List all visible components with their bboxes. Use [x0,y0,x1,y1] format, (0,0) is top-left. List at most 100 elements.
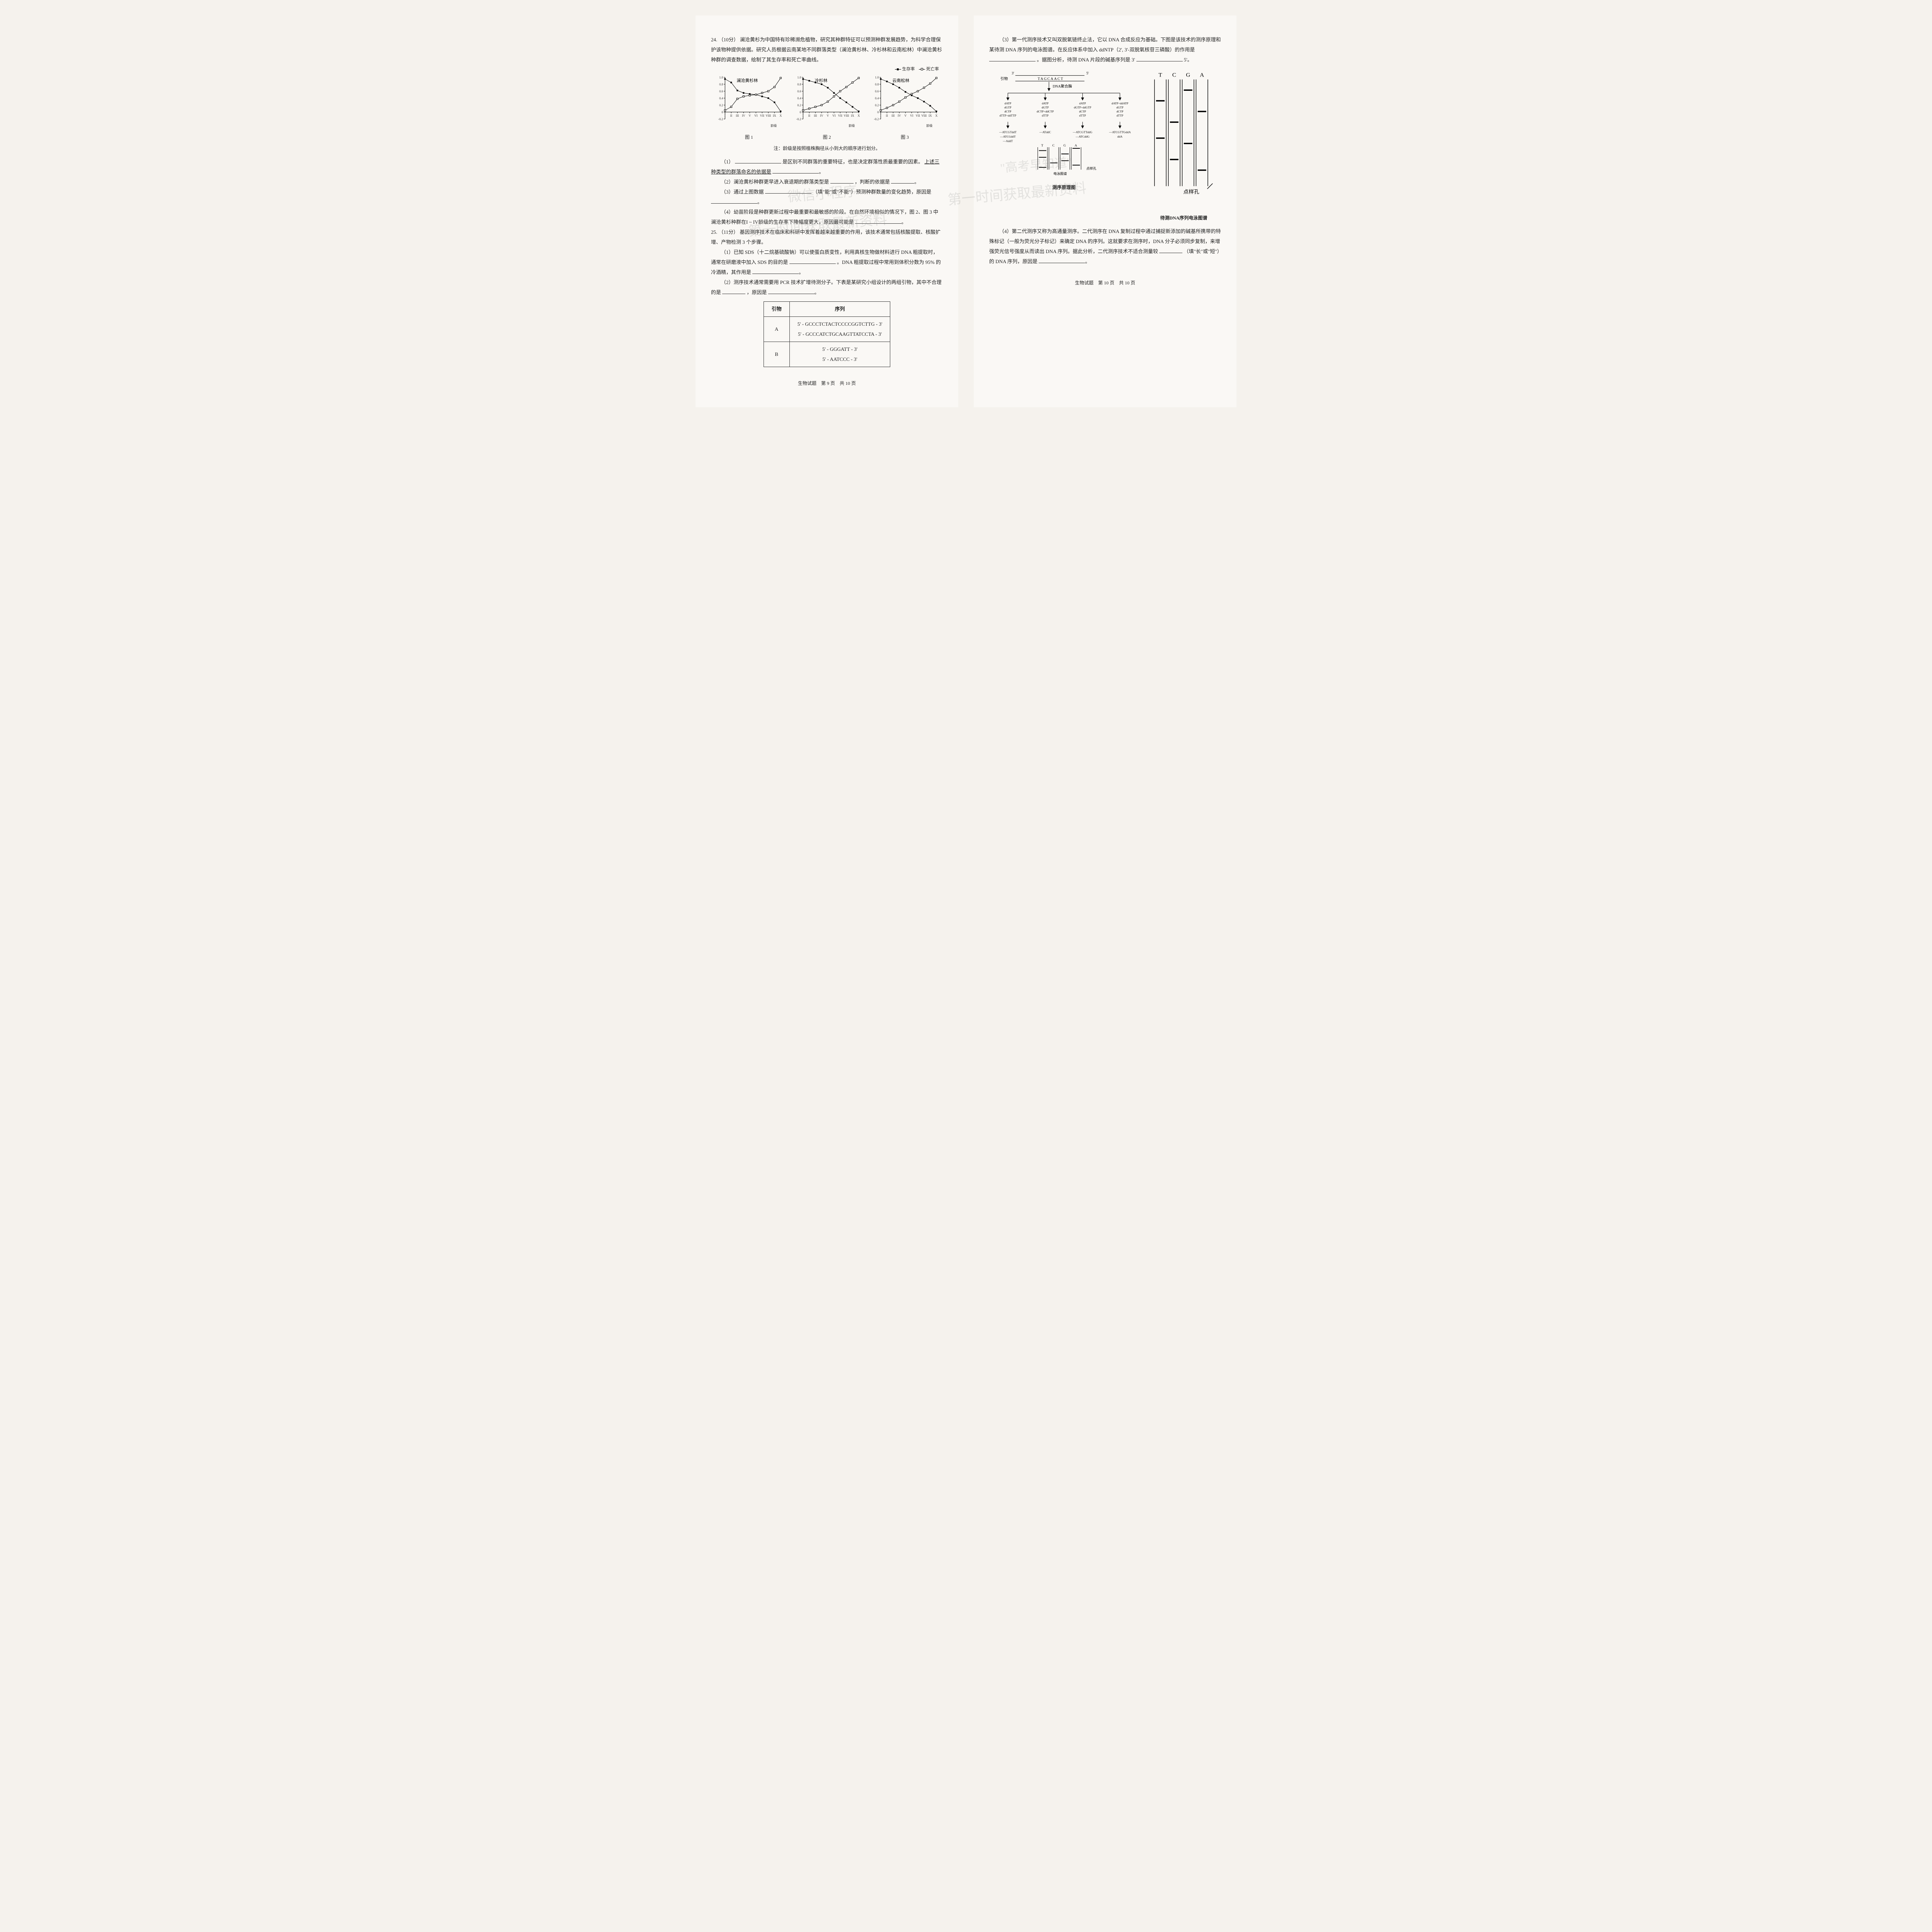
blank [1039,257,1085,263]
q25-sub2-b: ，原因是 [747,289,767,295]
svg-text:V: V [827,114,829,117]
svg-text:0: 0 [799,111,801,114]
svg-text:0.4: 0.4 [797,97,801,100]
svg-text:TAGCAACT: TAGCAACT [1038,77,1064,81]
svg-text:—ATCddG: —ATCddG [1075,135,1090,138]
svg-text:C: C [1172,72,1176,78]
blank [765,187,811,194]
svg-text:VI: VI [832,114,836,117]
svg-text:龄级: 龄级 [849,124,855,128]
chart-3-svg: -0.200.20.40.60.81.0IIIIIIIVVVIVIIVIIIIX… [867,73,943,128]
q24-sub1-num: （1） [721,159,734,165]
svg-text:IX: IX [773,114,776,117]
svg-text:DNA聚合酶: DNA聚合酶 [1053,84,1072,88]
seq-line: 5' - GGGATT - 3' [798,344,883,354]
svg-text:dGTP: dGTP [1004,105,1011,109]
q25-number: 25. [711,229,717,235]
blank [1136,55,1183,61]
chart-1: -0.200.20.40.60.81.0IIIIIIIVVVIVIIVIIIIX… [711,73,787,142]
svg-text:—ATCGddT: —ATCGddT [1000,135,1016,138]
primer-b-seq: 5' - GGGATT - 3' 5' - AATCCC - 3' [789,342,890,367]
svg-text:VIII: VIII [765,114,771,117]
q24-sub3: （3）通过上图数据 （填"能"或"不能"）预测种群数量的变化趋势，原因是 。 [711,187,943,207]
q25-header: 25. （11分） 基因测序技术在临床和科研中发挥着越来越重要的作用，该技术通常… [711,227,943,247]
q25-sub3-a: （3）第一代测序技术又叫双脱氧链终止法，它以 DNA 合成反应为基础。下图是该技… [989,37,1221,53]
svg-text:1.0: 1.0 [875,76,879,79]
blank [722,288,745,294]
blank [891,177,914,184]
blank [855,218,901,224]
svg-text:点样孔: 点样孔 [1086,166,1096,170]
gel-diagram-label: 待测DNA序列电泳图谱 [1146,213,1221,223]
svg-text:0.2: 0.2 [875,104,879,107]
q25-sub3-b: 。据图分析，待测 DNA 片段的碱基序列是 3' [1037,57,1135,63]
chart-3-label: 图 3 [867,133,943,142]
q24-number: 24. [711,37,717,43]
svg-text:0: 0 [878,111,879,114]
svg-text:5': 5' [1086,71,1089,75]
svg-text:—ATddC: —ATddC [1039,130,1051,134]
svg-text:龄级: 龄级 [770,124,777,128]
svg-text:0: 0 [721,111,723,114]
svg-text:G: G [1063,143,1066,147]
svg-text:X: X [779,114,782,117]
q25-intro: 基因测序技术在临床和科研中发挥着越来越重要的作用，该技术通常包括核酸提取、核酸扩… [711,229,940,245]
svg-text:X: X [857,114,860,117]
svg-text:—ATCGTddT: —ATCGTddT [999,130,1017,134]
svg-text:A: A [1075,143,1077,147]
q24-sub1-text: 是区别不同群落的重要特征，也是决定群落性质最重要的因素。 [782,159,923,165]
chart-note: 注：龄级是按照植株胸径从小到大的顺序进行划分。 [711,144,943,153]
right-page: "高考早知道" 第一时间获取最新资料 （3）第一代测序技术又叫双脱氧链终止法，它… [974,15,1236,407]
blank [752,268,799,274]
svg-text:0.2: 0.2 [719,104,723,107]
svg-text:dTTP: dTTP [1117,114,1124,117]
svg-text:VII: VII [838,114,842,117]
svg-text:dTTP: dTTP [1042,114,1049,117]
svg-text:0.6: 0.6 [797,90,801,93]
svg-text:X: X [935,114,938,117]
svg-text:0.8: 0.8 [797,83,801,86]
svg-text:C: C [1052,143,1054,147]
primer-b-name: B [764,342,789,367]
blank [830,177,854,184]
chart-2-label: 图 2 [789,133,865,142]
blank [768,288,815,294]
chart-2: -0.200.20.40.60.81.0IIIIIIIVVVIVIIVIIIIX… [789,73,865,142]
svg-text:dATP: dATP [1042,102,1049,105]
svg-text:dCTP: dCTP [1079,110,1086,113]
svg-text:—ATCGTTddG: —ATCGTTddG [1072,130,1092,134]
primer-table: 引物 序列 A 5' - GCCCTCTACTCCCCGGTCTTG - 3' … [764,301,891,367]
svg-text:IX: IX [929,114,932,117]
svg-text:IV: IV [898,114,901,117]
chart-3: -0.200.20.40.60.81.0IIIIIIIVVVIVIIVIIIIX… [867,73,943,142]
table-header-primer: 引物 [764,302,789,317]
svg-text:澜沧黄杉林: 澜沧黄杉林 [736,78,758,83]
svg-text:IV: IV [742,114,745,117]
svg-text:VII: VII [760,114,764,117]
q25-sub4: （4）第二代测序又称为高通量测序。二代测序在 DNA 复制过程中通过捕捉新添加的… [989,226,1221,267]
left-footer: 生物试题 第 9 页 共 10 页 [711,379,943,388]
seq-line: 5' - GCCCTCTACTCCCCGGTCTTG - 3' [798,319,883,329]
svg-text:0.8: 0.8 [719,83,723,86]
legend-death: 死亡率 [926,67,939,71]
svg-text:I: I [803,114,804,117]
legend-survival: 生存率 [902,67,915,71]
svg-text:—AddT: —AddT [1002,139,1013,143]
svg-text:0.4: 0.4 [719,97,723,100]
chart-1-label: 图 1 [711,133,787,142]
svg-text:VIII: VIII [922,114,927,117]
blank [735,157,781,163]
svg-text:—ATCGTTGddA: —ATCGTTGddA [1109,130,1131,134]
svg-text:T: T [1041,143,1044,147]
svg-text:VII: VII [916,114,920,117]
svg-text:dATP: dATP [1005,102,1012,105]
q24-sub4: （4）幼苗阶段是种群更新过程中最重要和最敏感的阶段。在自然环境相似的情况下，图 … [711,207,943,227]
svg-text:dATP+ddATP: dATP+ddATP [1112,102,1128,105]
svg-text:1.0: 1.0 [797,76,801,79]
svg-text:VI: VI [754,114,758,117]
blank [772,167,819,173]
svg-text:dGTP: dGTP [1042,105,1049,109]
q25-points: （11分） [719,229,739,235]
svg-text:-0.2: -0.2 [718,117,723,121]
primer-a-seq: 5' - GCCCTCTACTCCCCGGTCTTG - 3' 5' - GCC… [789,317,890,342]
